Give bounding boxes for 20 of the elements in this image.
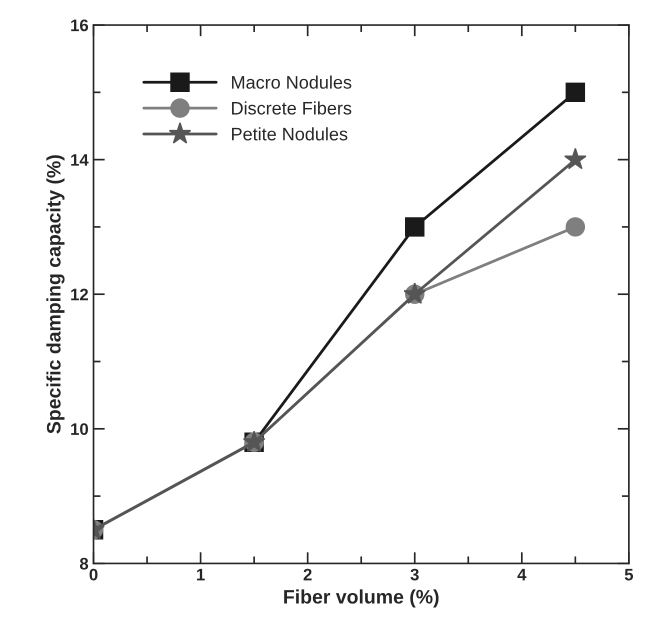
x-tick-label: 0 (90, 568, 98, 581)
x-tick-label: 4 (517, 568, 526, 580)
x-tick-label: 5 (624, 568, 634, 581)
y-tick-label: 10 (71, 423, 88, 436)
point (405, 217, 424, 237)
x-axis-title: Fiber volume (%) (284, 589, 439, 608)
legend-label: Macro Nodules (232, 75, 352, 89)
y-tick-label: 8 (80, 558, 88, 570)
point (564, 148, 587, 170)
y-tick-label: 14 (71, 154, 89, 166)
y-tick-label: 12 (71, 288, 88, 300)
y-axis-title: Specific damping capacity (%) (46, 155, 65, 434)
y-tick-label: 16 (71, 19, 88, 32)
legend-label: Discrete Fibers (232, 101, 352, 115)
legend-label: Petite Nodules (232, 127, 348, 140)
x-tick-label: 3 (410, 568, 419, 581)
point (566, 217, 586, 237)
point (566, 82, 586, 102)
x-tick-label: 2 (304, 568, 312, 580)
x-tick-label: 1 (197, 568, 205, 580)
